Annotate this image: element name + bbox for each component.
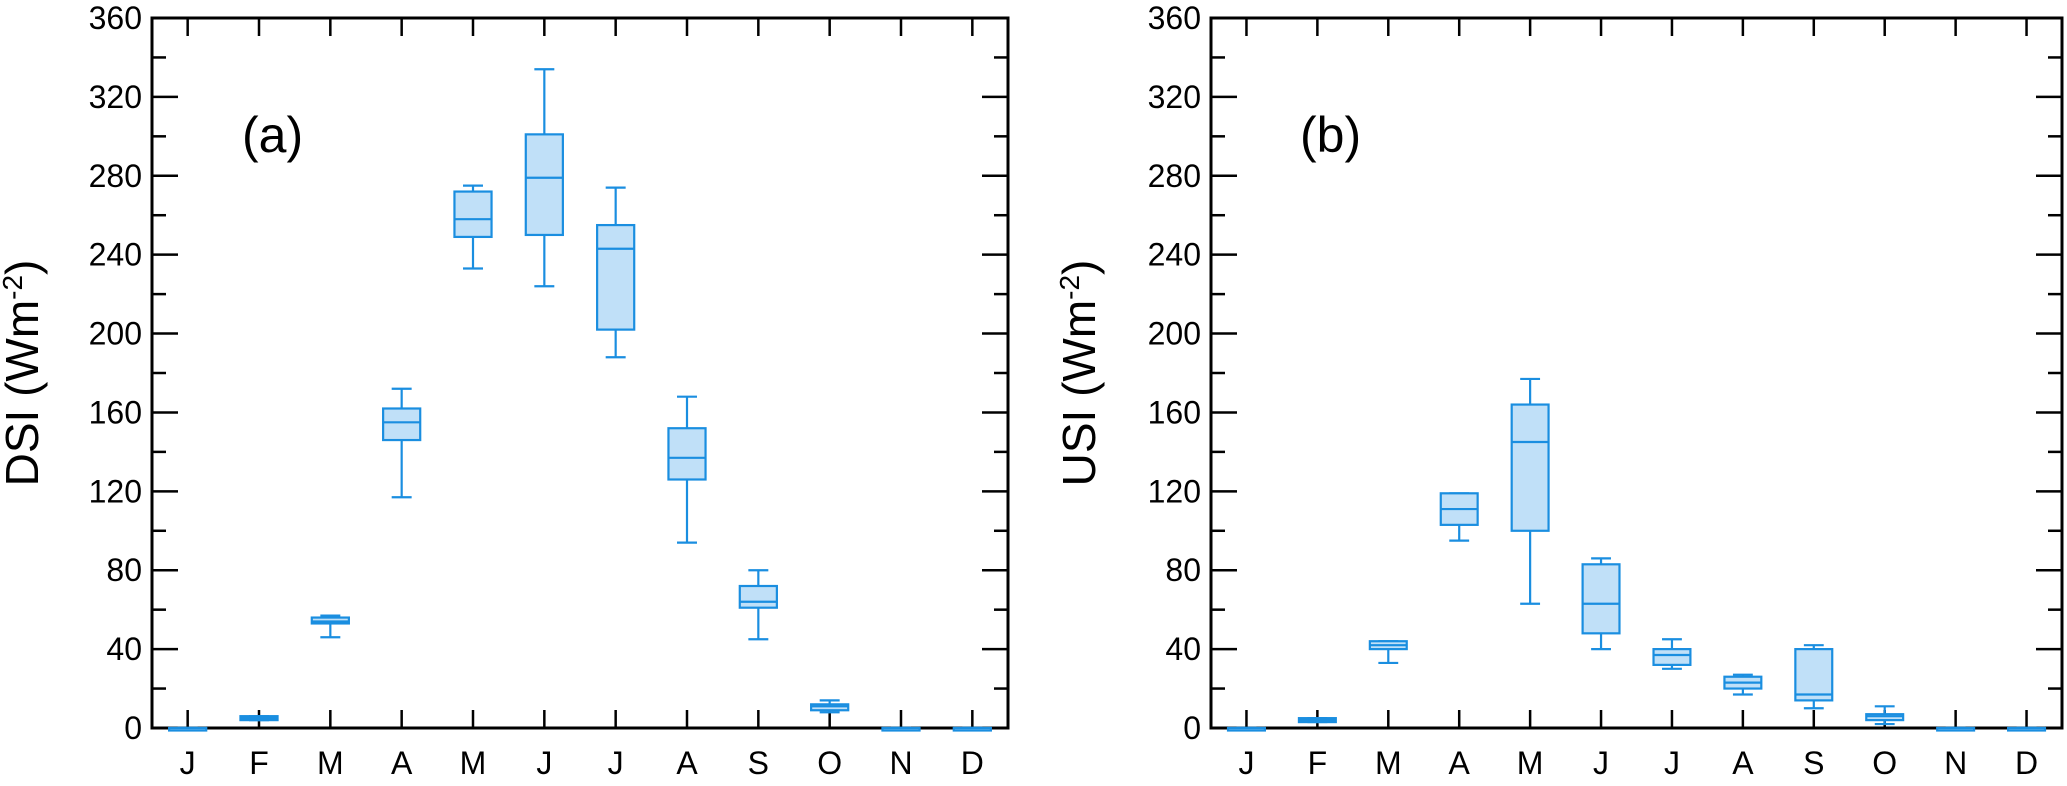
box-iqr xyxy=(382,407,422,442)
x-tick-label: N xyxy=(1944,745,1967,781)
box-iqr xyxy=(738,584,778,609)
box-iqr xyxy=(596,223,636,331)
y-axis-title-exponent: -2 xyxy=(0,275,28,300)
box-iqr xyxy=(453,190,493,239)
y-axis-title: DSI (Wm-2) xyxy=(0,260,48,487)
x-tick-label: J xyxy=(180,745,196,781)
x-tick-label: J xyxy=(1238,745,1254,781)
y-tick-label: 320 xyxy=(89,79,142,115)
box-iqr xyxy=(667,427,707,481)
x-tick-label: O xyxy=(817,745,842,781)
y-tick-label: 240 xyxy=(89,237,142,273)
x-tick-label: D xyxy=(2015,745,2038,781)
y-axis-title-text: USI (Wm xyxy=(1053,300,1105,487)
panel-a-dsi: 0 40 80 120 160 200 240 280 320 360 J F M A M J J A S O N D DS… xyxy=(0,0,1010,781)
y-tick-label: 120 xyxy=(89,473,142,509)
x-tick-label: F xyxy=(249,745,269,781)
x-tick-label: A xyxy=(676,745,698,781)
box-iqr xyxy=(1794,648,1834,702)
y-tick-label: 0 xyxy=(1183,710,1201,746)
y-tick-label: 320 xyxy=(1148,79,1201,115)
y-axis-title: USI (Wm-2) xyxy=(1053,260,1105,487)
y-axis-title-exponent: -2 xyxy=(1054,275,1085,300)
x-tick-label: A xyxy=(1732,745,1754,781)
box-iqr xyxy=(1581,563,1621,635)
y-tick-label: 80 xyxy=(1165,552,1201,588)
y-tick-label: 200 xyxy=(1148,316,1201,352)
y-tick-label: 360 xyxy=(89,0,142,36)
panel-label: (b) xyxy=(1300,107,1361,163)
x-tick-label: J xyxy=(536,745,552,781)
box-iqr xyxy=(524,133,564,237)
x-tick-label: F xyxy=(1308,745,1328,781)
y-tick-label: 120 xyxy=(1148,473,1201,509)
y-tick-label: 40 xyxy=(106,631,142,667)
x-tick-label: N xyxy=(889,745,912,781)
y-tick-label: 160 xyxy=(1148,394,1201,430)
y-axis-title-close: ) xyxy=(1053,260,1105,275)
y-tick-label: 280 xyxy=(89,158,142,194)
x-tick-label: O xyxy=(1872,745,1897,781)
panel-b-usi: 0 40 80 120 160 200 240 280 320 360 J F M A M J J A S O N D US… xyxy=(1053,0,2064,781)
box-iqr xyxy=(1510,403,1550,532)
y-axis-title-close: ) xyxy=(0,260,48,275)
x-tick-label: M xyxy=(1517,745,1544,781)
x-tick-label: S xyxy=(748,745,769,781)
y-tick-label: 40 xyxy=(1165,631,1201,667)
x-tick-label: S xyxy=(1803,745,1824,781)
x-tick-label: M xyxy=(460,745,487,781)
x-tick-label: J xyxy=(608,745,624,781)
y-tick-label: 160 xyxy=(89,394,142,430)
y-tick-label: 240 xyxy=(1148,237,1201,273)
x-tick-label: J xyxy=(1593,745,1609,781)
x-tick-label: J xyxy=(1664,745,1680,781)
y-tick-label: 360 xyxy=(1148,0,1201,36)
x-tick-label: M xyxy=(1375,745,1402,781)
x-tick-label: M xyxy=(317,745,344,781)
x-tick-label: A xyxy=(391,745,413,781)
y-tick-label: 200 xyxy=(89,316,142,352)
panel-label: (a) xyxy=(242,107,303,163)
y-tick-label: 0 xyxy=(124,710,142,746)
y-tick-label: 280 xyxy=(1148,158,1201,194)
y-axis-title-text: DSI (Wm xyxy=(0,300,48,487)
y-tick-label: 80 xyxy=(106,552,142,588)
box-iqr xyxy=(1652,648,1692,666)
x-tick-label: A xyxy=(1449,745,1471,781)
x-tick-label: D xyxy=(961,745,984,781)
